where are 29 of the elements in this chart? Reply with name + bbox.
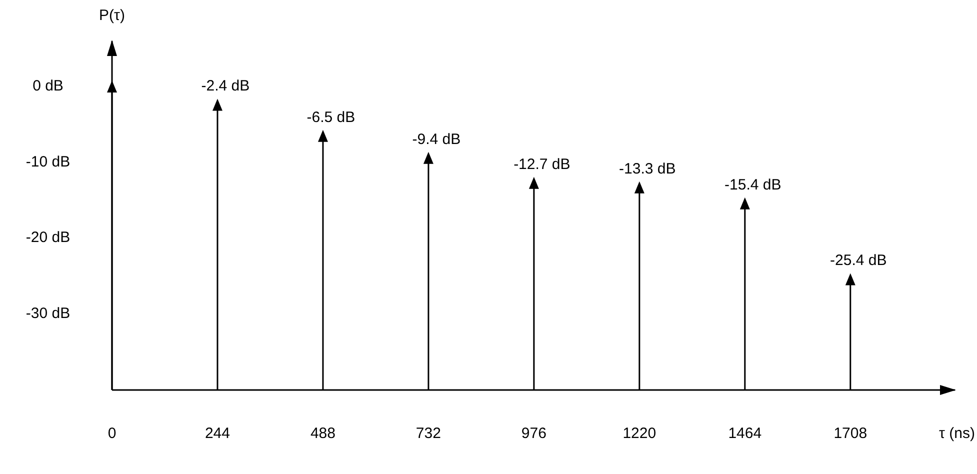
point — [634, 181, 644, 194]
x-tick-label: 732 — [416, 425, 441, 442]
x-tick-label: 976 — [521, 425, 546, 442]
data-label: -25.4 dB — [830, 252, 887, 270]
point — [845, 273, 856, 286]
point — [423, 152, 434, 164]
point — [318, 130, 328, 142]
data-label: -15.4 dB — [724, 176, 782, 194]
y-tick-label: 0 dB — [32, 77, 64, 94]
data-label: -13.3 dB — [619, 160, 676, 178]
data-label: -6.5 dB — [306, 108, 356, 126]
x-tick-label: 488 — [310, 425, 336, 442]
point — [528, 176, 539, 189]
y-tick-label: -30 dB — [26, 305, 70, 322]
x-tick-label: 1708 — [834, 425, 868, 442]
data-label: -12.7 dB — [514, 156, 570, 173]
x-tick-label: 1464 — [728, 425, 762, 442]
point — [740, 197, 750, 210]
point — [107, 80, 117, 93]
x-tick-label: 244 — [204, 425, 230, 442]
y-tick-label: -10 dB — [26, 153, 70, 170]
point — [212, 98, 222, 111]
y-axis-title: P(τ) — [99, 7, 125, 24]
data-label: -2.4 dB — [201, 78, 250, 95]
y-tick-label: -20 dB — [26, 229, 70, 246]
data-label: -9.4 dB — [412, 130, 461, 148]
x-axis-title: τ (ns) — [939, 425, 975, 442]
x-tick-label: 1220 — [622, 425, 656, 442]
x-tick-label: 0 — [108, 425, 116, 442]
